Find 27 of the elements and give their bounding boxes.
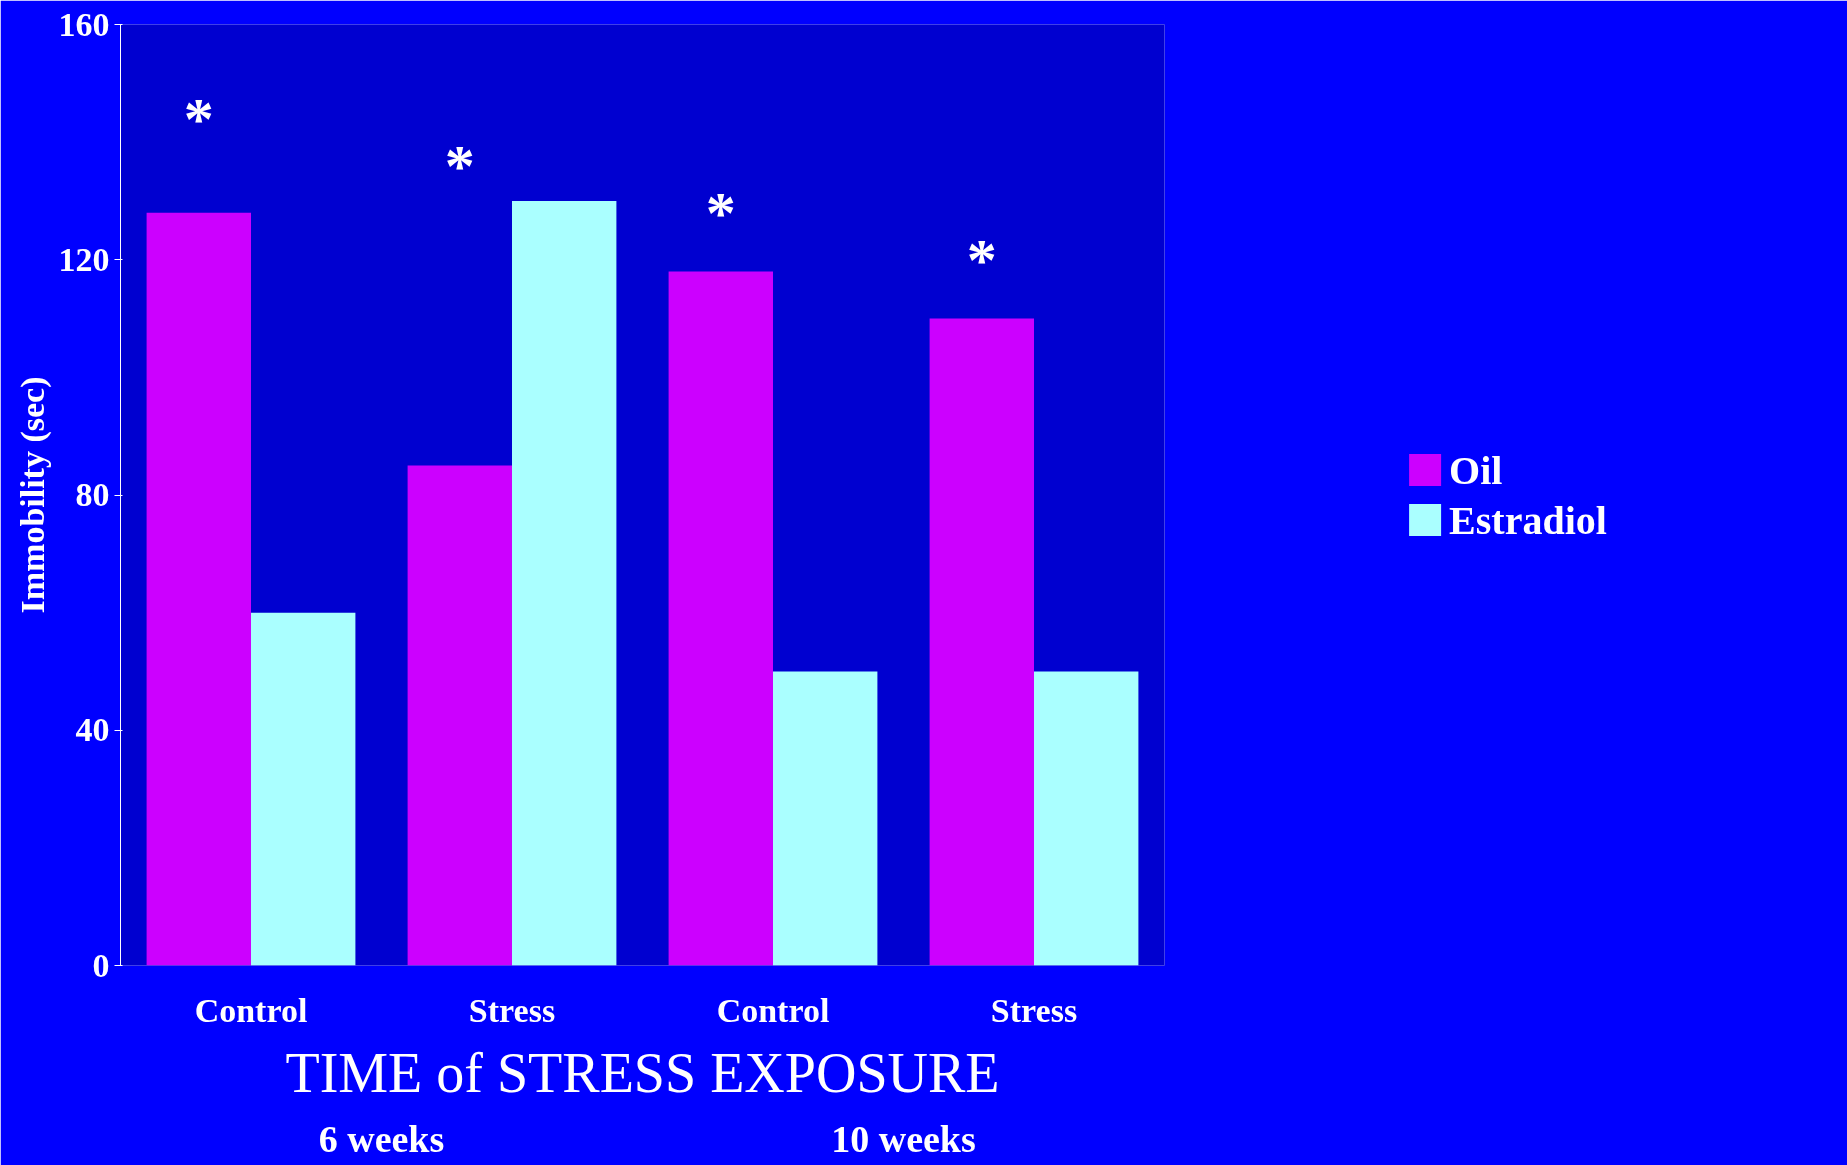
x-tick-label: Control — [194, 991, 308, 1029]
x-axis-title: TIME of STRESS EXPOSURE — [285, 1041, 1000, 1104]
legend-label: Oil — [1449, 446, 1503, 493]
annotation: * — [966, 226, 997, 293]
y-tick-label: 80 — [75, 476, 110, 513]
bar — [929, 318, 1034, 966]
bar — [668, 271, 773, 966]
bar — [251, 612, 356, 966]
bar — [1034, 671, 1139, 966]
bar — [146, 212, 251, 966]
x-tick-label: Stress — [468, 991, 556, 1029]
annotation: * — [444, 132, 475, 199]
legend-label: Estradiol — [1449, 496, 1607, 543]
bar — [407, 465, 512, 966]
annotation: * — [183, 85, 214, 152]
y-tick-label: 40 — [75, 711, 110, 749]
y-tick-label: 160 — [58, 5, 110, 43]
y-tick-label: 120 — [58, 240, 110, 278]
annotation: * — [705, 179, 736, 246]
text: 10 weeks — [831, 1117, 976, 1160]
x-tick-label: Stress — [990, 991, 1078, 1029]
x-tick-label: Control — [716, 991, 830, 1029]
text: 6 weeks — [318, 1117, 445, 1160]
y-tick-label: 0 — [92, 946, 110, 984]
bar — [512, 200, 617, 966]
bar — [773, 671, 878, 966]
y-axis-title: Immobility (sec) — [13, 376, 52, 614]
